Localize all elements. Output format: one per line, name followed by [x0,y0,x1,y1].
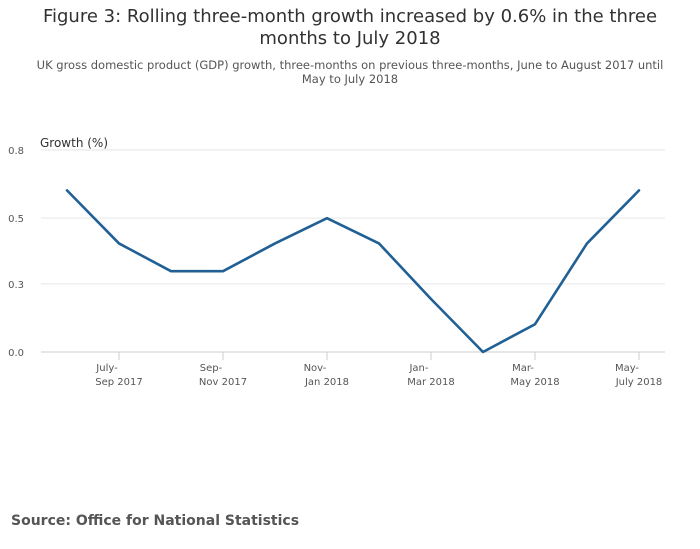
x-tick-label: May-July 2018 [615,363,663,388]
x-tick-label: July-Sep 2017 [95,363,142,388]
x-axis: July-Sep 2017 Sep-Nov 2017 Nov-Jan 2018 Jan… [41,351,665,388]
series-group [65,189,641,354]
x-tick-label: Nov-Jan 2018 [304,363,349,388]
y-axis-label: Growth (%) [40,136,108,150]
source-note: Source: Office for National Statistics [11,513,300,529]
chart-title: Figure 3: Rolling three-month growth inc… [42,6,658,49]
y-tick-label: 0.8 [8,146,24,157]
y-tick-label: 0.5 [8,214,24,225]
y-axis: 0.0 0.3 0.5 0.8 [8,146,24,359]
x-tick-label: Mar-May 2018 [510,363,559,388]
gridlines [41,149,665,285]
y-tick-label: 0.0 [8,348,24,359]
chart-subtitle: UK gross domestic product (GDP) growth, … [36,58,664,86]
x-tick-label: Jan-Mar 2018 [407,363,455,388]
series-line [65,189,641,354]
x-tick-label: Sep-Nov 2017 [199,363,247,388]
y-tick-label: 0.3 [8,280,24,291]
